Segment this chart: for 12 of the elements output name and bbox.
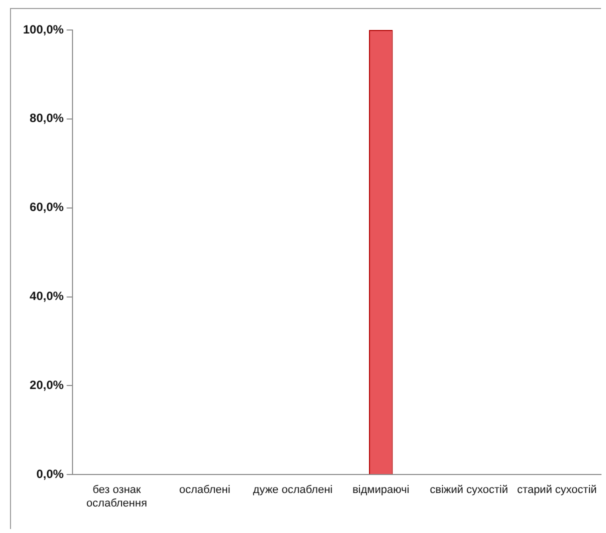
- y-tick-label: 20,0%: [30, 378, 64, 392]
- y-tick-label: 100,0%: [22, 22, 64, 36]
- x-tick-label: старий сухостій: [517, 484, 597, 496]
- x-tick-label: свіжий сухостій: [430, 484, 508, 496]
- y-tick-label: 0,0%: [36, 466, 64, 481]
- x-tick-label: дуже ослаблені: [253, 484, 333, 496]
- x-tick-label: відмираючі: [352, 484, 410, 496]
- y-tick-label: 40,0%: [30, 289, 64, 304]
- x-tick-label: ослаблені: [179, 484, 230, 496]
- y-tick-label: 60,0%: [30, 200, 64, 214]
- y-tick-label: 80,0%: [30, 111, 64, 126]
- x-tick-label: без ознак ослаблення: [86, 484, 148, 510]
